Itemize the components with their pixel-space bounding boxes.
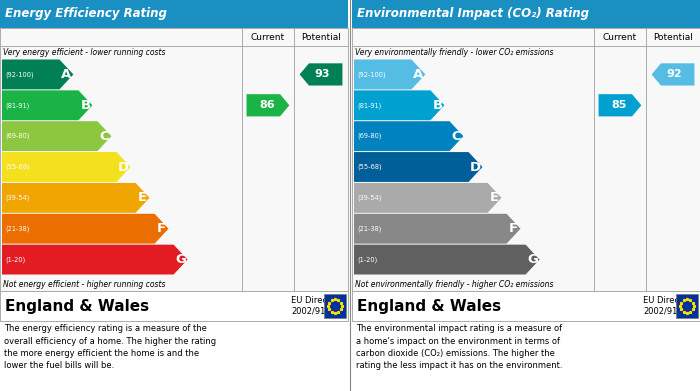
Text: F: F xyxy=(509,222,518,235)
Polygon shape xyxy=(2,59,73,90)
Text: (1-20): (1-20) xyxy=(5,256,25,263)
Bar xyxy=(324,294,346,318)
Polygon shape xyxy=(2,90,92,120)
Polygon shape xyxy=(2,152,130,182)
Text: (81-91): (81-91) xyxy=(357,102,382,109)
Text: (39-54): (39-54) xyxy=(5,195,29,201)
Text: D: D xyxy=(118,160,129,174)
Text: D: D xyxy=(470,160,481,174)
Polygon shape xyxy=(2,245,188,274)
Bar xyxy=(352,28,700,291)
Polygon shape xyxy=(2,183,150,213)
Text: England & Wales: England & Wales xyxy=(357,298,501,314)
Polygon shape xyxy=(300,63,342,86)
Text: 93: 93 xyxy=(314,70,330,79)
Text: A: A xyxy=(62,68,71,81)
Polygon shape xyxy=(354,59,426,90)
Text: (69-80): (69-80) xyxy=(5,133,29,140)
Text: G: G xyxy=(175,253,186,266)
Text: (92-100): (92-100) xyxy=(5,71,34,78)
Polygon shape xyxy=(598,94,641,117)
Text: Potential: Potential xyxy=(653,32,693,41)
Polygon shape xyxy=(652,63,694,86)
Text: Not environmentally friendly - higher CO₂ emissions: Not environmentally friendly - higher CO… xyxy=(355,280,554,289)
Bar xyxy=(0,28,348,291)
Text: C: C xyxy=(452,130,461,143)
Text: England & Wales: England & Wales xyxy=(5,298,149,314)
Polygon shape xyxy=(354,183,501,213)
Text: (55-68): (55-68) xyxy=(5,164,29,170)
Text: (21-38): (21-38) xyxy=(357,226,382,232)
Polygon shape xyxy=(2,214,169,244)
Bar xyxy=(0,0,348,28)
Text: Energy Efficiency Rating: Energy Efficiency Rating xyxy=(5,7,167,20)
Text: C: C xyxy=(99,130,109,143)
Text: EU Directive
2002/91/EC: EU Directive 2002/91/EC xyxy=(291,296,343,316)
Text: (1-20): (1-20) xyxy=(357,256,377,263)
Bar xyxy=(352,291,700,321)
Polygon shape xyxy=(354,121,463,151)
Polygon shape xyxy=(354,245,540,274)
Text: (69-80): (69-80) xyxy=(357,133,382,140)
Text: 92: 92 xyxy=(666,70,682,79)
Text: Current: Current xyxy=(603,32,637,41)
Text: B: B xyxy=(80,99,90,112)
Text: 86: 86 xyxy=(259,100,275,110)
Text: E: E xyxy=(138,191,147,204)
Text: (21-38): (21-38) xyxy=(5,226,29,232)
Polygon shape xyxy=(354,152,482,182)
Text: A: A xyxy=(413,68,424,81)
Polygon shape xyxy=(354,214,521,244)
Bar xyxy=(352,0,700,28)
Text: (39-54): (39-54) xyxy=(357,195,382,201)
Bar xyxy=(676,294,698,318)
Text: F: F xyxy=(157,222,166,235)
Text: Potential: Potential xyxy=(301,32,341,41)
Text: Current: Current xyxy=(251,32,285,41)
Polygon shape xyxy=(354,90,444,120)
Text: Not energy efficient - higher running costs: Not energy efficient - higher running co… xyxy=(3,280,165,289)
Text: Very environmentally friendly - lower CO₂ emissions: Very environmentally friendly - lower CO… xyxy=(355,48,554,57)
Polygon shape xyxy=(2,121,111,151)
Text: The environmental impact rating is a measure of
a home's impact on the environme: The environmental impact rating is a mea… xyxy=(356,324,563,371)
Text: B: B xyxy=(433,99,442,112)
Text: Very energy efficient - lower running costs: Very energy efficient - lower running co… xyxy=(3,48,165,57)
Text: G: G xyxy=(527,253,538,266)
Text: The energy efficiency rating is a measure of the
overall efficiency of a home. T: The energy efficiency rating is a measur… xyxy=(4,324,216,371)
Polygon shape xyxy=(246,94,289,117)
Text: (81-91): (81-91) xyxy=(5,102,29,109)
Text: EU Directive
2002/91/EC: EU Directive 2002/91/EC xyxy=(643,296,695,316)
Bar xyxy=(0,291,348,321)
Text: (55-68): (55-68) xyxy=(357,164,382,170)
Text: Environmental Impact (CO₂) Rating: Environmental Impact (CO₂) Rating xyxy=(357,7,589,20)
Text: 85: 85 xyxy=(611,100,626,110)
Text: E: E xyxy=(490,191,499,204)
Text: (92-100): (92-100) xyxy=(357,71,386,78)
